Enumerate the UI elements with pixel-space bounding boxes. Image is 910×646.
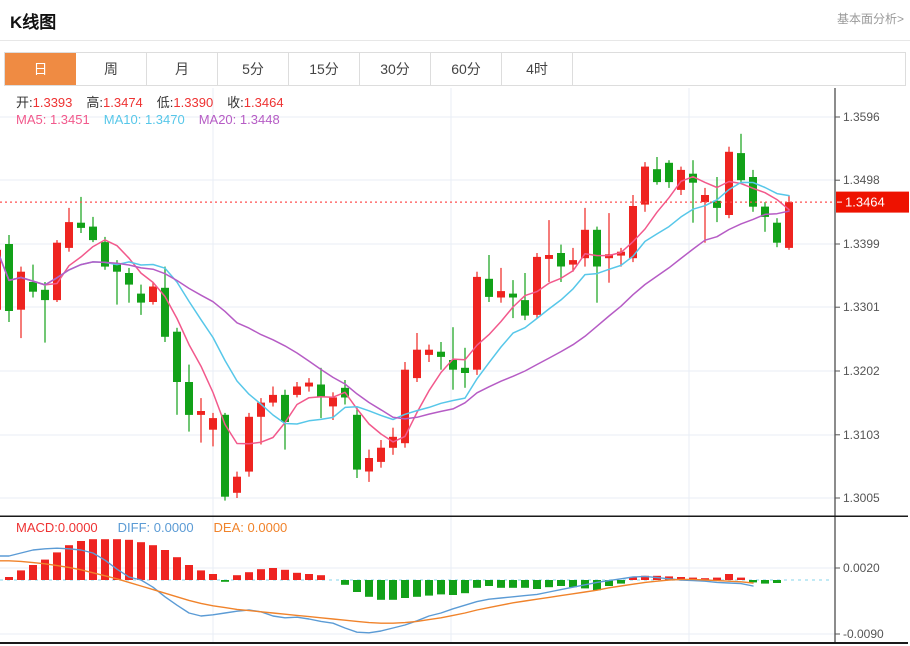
tab-月[interactable]: 月 (147, 53, 218, 85)
price-axis-label: 1.3301 (843, 300, 880, 314)
tab-周[interactable]: 周 (76, 53, 147, 85)
tab-bar-filler (573, 53, 905, 85)
macd-lines (0, 547, 754, 634)
current-price-tag: 1.3464 (836, 191, 909, 213)
tab-5分[interactable]: 5分 (218, 53, 289, 85)
tab-30分[interactable]: 30分 (360, 53, 431, 85)
current-price-label: 1.3464 (845, 195, 885, 210)
axis-labels: 1.3596 1.3498 1.3399 1.3301 1.3202 1.3103 1.30… (835, 110, 884, 641)
fundamental-analysis-link[interactable]: 基本面分析> (836, 12, 904, 26)
header-divider (0, 40, 910, 41)
price-axis-label: 1.3399 (843, 237, 880, 251)
candlestick-chart-canvas[interactable]: 1.3596 1.3498 1.3399 1.3301 1.3202 1.3103 1.30… (0, 88, 910, 646)
macd-axis-label: 0.0020 (843, 561, 880, 575)
tab-日[interactable]: 日 (5, 53, 76, 85)
tab-4时[interactable]: 4时 (502, 53, 573, 85)
tab-60分[interactable]: 60分 (431, 53, 502, 85)
price-axis-label: 1.3005 (843, 491, 880, 505)
period-tab-bar: 日周月 5分 15分 30分 60分 4时 (4, 52, 906, 86)
tab-15分[interactable]: 15分 (289, 53, 360, 85)
ma-lines (0, 175, 790, 445)
price-axis-label: 1.3103 (843, 428, 880, 442)
macd-histogram (5, 539, 781, 600)
price-axis-label: 1.3498 (843, 173, 880, 187)
price-axis-label: 1.3202 (843, 364, 880, 378)
candlesticks (0, 133, 793, 501)
macd-axis-label: -0.0090 (843, 627, 884, 641)
price-axis-label: 1.3596 (843, 110, 880, 124)
page-title: K线图 (10, 13, 57, 32)
